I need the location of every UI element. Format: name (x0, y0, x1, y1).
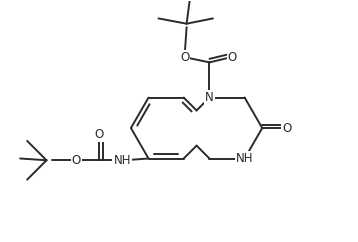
Text: O: O (180, 51, 189, 64)
Text: O: O (72, 154, 81, 167)
Text: NH: NH (236, 152, 253, 165)
Text: NH: NH (113, 154, 131, 167)
Text: O: O (282, 121, 291, 135)
Text: O: O (228, 51, 237, 64)
Text: O: O (95, 129, 104, 141)
Text: N: N (205, 91, 214, 104)
